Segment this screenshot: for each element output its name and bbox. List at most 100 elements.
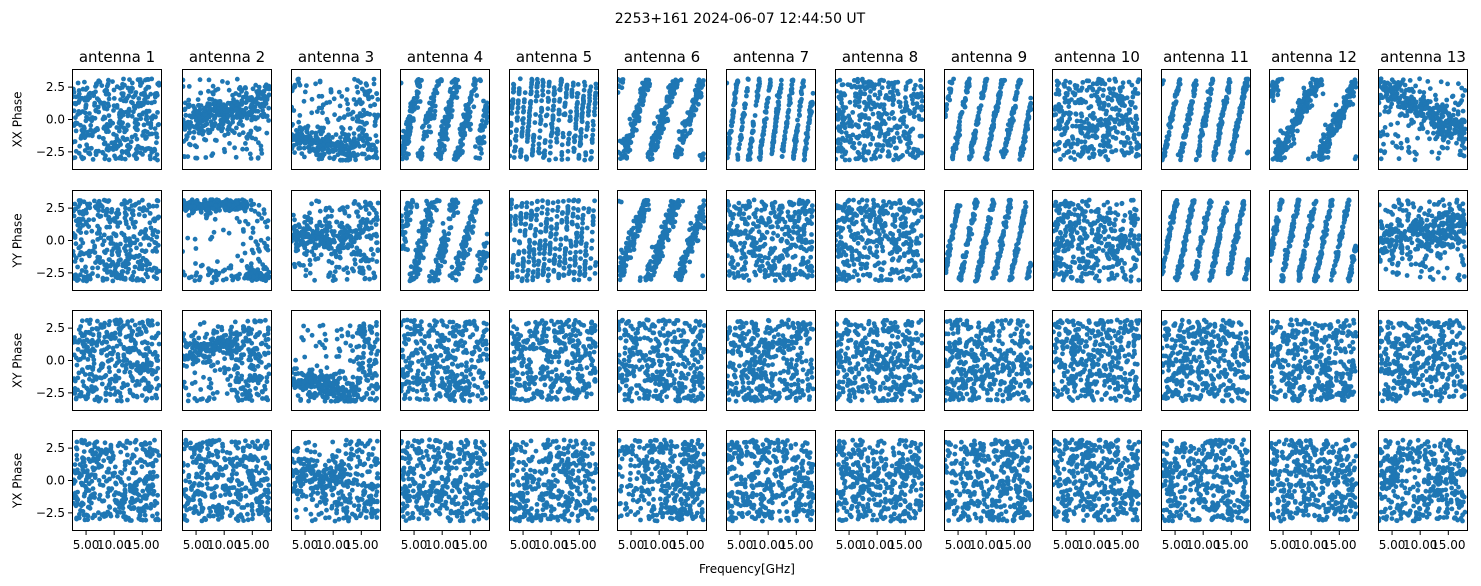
- data-point: [405, 125, 411, 131]
- scatter-points: [835, 76, 925, 163]
- data-point: [782, 133, 787, 139]
- data-point: [1073, 123, 1079, 129]
- data-point: [266, 118, 271, 123]
- data-point: [247, 133, 253, 139]
- data-point: [327, 99, 333, 105]
- data-point: [877, 89, 883, 95]
- data-point: [563, 90, 569, 96]
- data-point: [191, 129, 197, 135]
- data-point: [758, 143, 764, 149]
- data-point: [102, 115, 108, 121]
- data-point: [1028, 107, 1034, 113]
- data-point: [1214, 139, 1220, 145]
- data-point: [660, 116, 666, 121]
- data-point: [537, 135, 542, 141]
- data-point: [1462, 145, 1467, 151]
- data-point: [1114, 116, 1120, 122]
- data-point: [879, 85, 885, 91]
- data-point: [460, 126, 466, 132]
- data-point: [1089, 127, 1095, 133]
- data-point: [1382, 109, 1388, 114]
- data-point: [1340, 105, 1346, 110]
- data-point: [729, 123, 735, 129]
- data-point: [72, 121, 78, 127]
- data-point: [316, 105, 322, 111]
- data-point: [318, 131, 324, 137]
- data-point: [698, 153, 704, 159]
- data-point: [975, 120, 980, 125]
- axes-frame: [944, 69, 1034, 170]
- data-point: [742, 101, 748, 107]
- data-point: [593, 90, 599, 96]
- data-point: [247, 151, 253, 157]
- data-point: [241, 109, 247, 114]
- data-point: [152, 126, 158, 131]
- data-point: [693, 91, 699, 96]
- panel-r1-c5: [509, 69, 599, 170]
- data-point: [780, 145, 786, 151]
- data-point: [1067, 116, 1073, 122]
- data-point: [344, 97, 349, 103]
- data-point: [82, 135, 88, 141]
- data-point: [985, 151, 990, 157]
- data-point: [291, 143, 297, 148]
- data-point: [651, 134, 657, 140]
- data-point: [574, 105, 579, 110]
- data-point: [549, 129, 555, 135]
- data-point: [758, 154, 763, 160]
- data-point: [1168, 117, 1174, 123]
- data-point: [1378, 156, 1384, 162]
- data-point: [1011, 107, 1017, 113]
- data-point: [912, 155, 918, 161]
- data-point: [459, 131, 464, 137]
- data-point: [534, 89, 540, 95]
- data-point: [96, 134, 102, 140]
- data-point: [564, 83, 570, 89]
- data-point: [302, 125, 308, 131]
- data-point: [469, 97, 474, 103]
- data-point: [556, 117, 562, 123]
- data-point: [1113, 105, 1119, 111]
- data-point: [842, 157, 848, 163]
- data-point: [1092, 115, 1097, 120]
- data-point: [653, 129, 659, 135]
- data-point: [375, 97, 381, 102]
- data-point: [372, 102, 378, 108]
- data-point: [1166, 129, 1172, 135]
- data-point: [1241, 94, 1247, 100]
- data-point: [904, 124, 909, 129]
- data-point: [364, 140, 370, 146]
- data-point: [124, 127, 129, 133]
- data-point: [1070, 123, 1075, 129]
- data-point: [742, 112, 747, 117]
- data-point: [244, 90, 249, 96]
- data-point: [296, 76, 301, 82]
- data-point: [737, 141, 742, 147]
- data-point: [623, 141, 629, 147]
- data-point: [764, 104, 769, 110]
- data-point: [555, 128, 561, 134]
- data-point: [371, 142, 376, 148]
- data-point: [956, 126, 962, 132]
- data-point: [72, 155, 76, 161]
- data-point: [185, 154, 191, 160]
- data-point: [481, 98, 486, 104]
- data-point: [373, 133, 379, 139]
- data-point: [481, 134, 487, 140]
- data-point: [1221, 106, 1227, 112]
- data-point: [330, 135, 335, 140]
- data-point: [133, 124, 139, 130]
- data-point: [1310, 76, 1315, 82]
- data-point: [72, 108, 77, 114]
- scatter-points: [1378, 76, 1468, 163]
- data-point: [202, 112, 208, 117]
- data-point: [355, 152, 361, 158]
- data-point: [919, 98, 925, 104]
- data-point: [297, 145, 303, 151]
- data-point: [1205, 89, 1211, 94]
- data-point: [745, 88, 750, 94]
- data-point: [1399, 79, 1405, 85]
- data-point: [891, 157, 896, 163]
- data-point: [762, 109, 768, 115]
- data-point: [854, 85, 859, 90]
